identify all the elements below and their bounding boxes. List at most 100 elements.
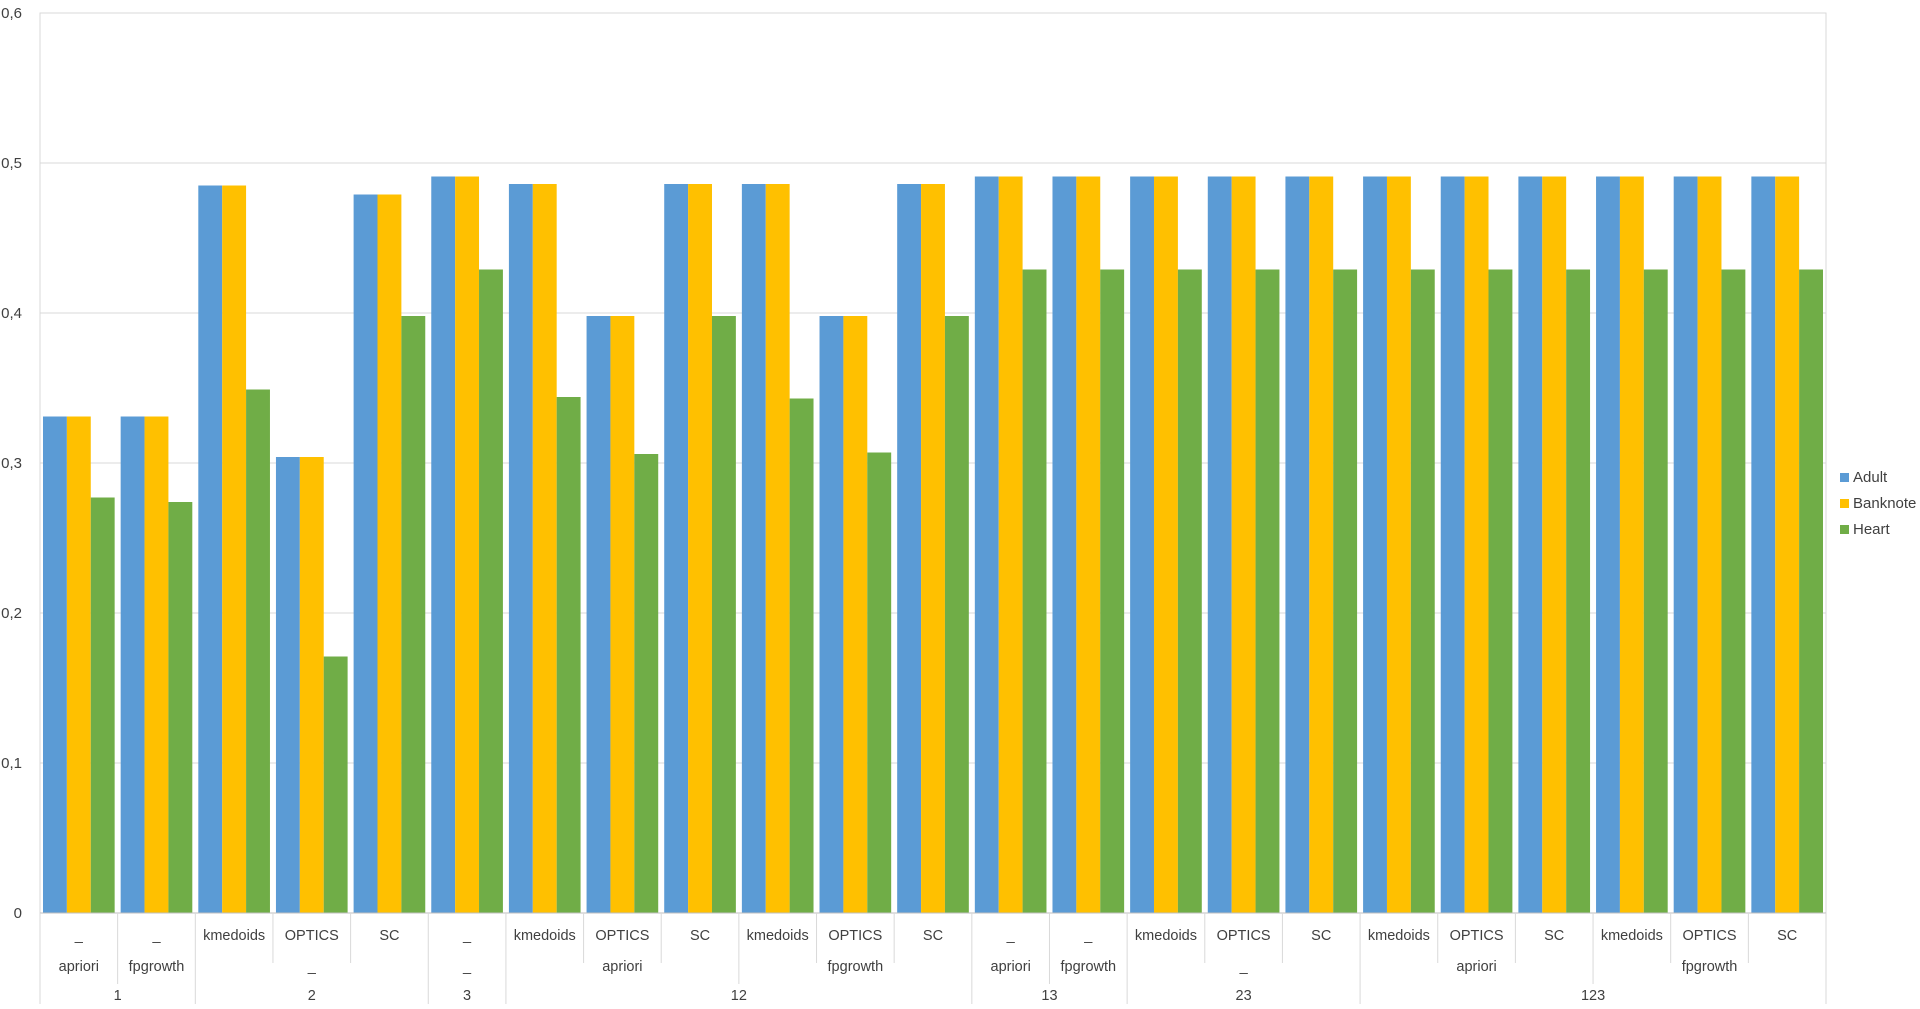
bar-heart (1566, 269, 1591, 913)
y-tick-label: 0 (14, 905, 22, 922)
bar-adult (120, 416, 145, 913)
bar-heart (168, 502, 193, 913)
bar-heart (1100, 269, 1125, 913)
bar-banknote (377, 194, 402, 913)
bar-heart (323, 656, 348, 913)
bar-adult (586, 316, 611, 913)
x-tick-label-level3: 2 (308, 988, 316, 1004)
x-tick-label-level2: _ (307, 959, 317, 975)
x-tick-label-level2: fpgrowth (1682, 959, 1738, 975)
x-tick-label-level1: kmedoids (203, 928, 265, 944)
bar-banknote (1076, 176, 1101, 913)
x-tick-label-level2: fpgrowth (828, 959, 884, 975)
bar-heart (711, 316, 736, 913)
x-tick-label-level1: kmedoids (1135, 928, 1197, 944)
bar-banknote (66, 416, 91, 913)
bar-banknote (1231, 176, 1256, 913)
x-axis: _ _ kmedoids OPTICS SC _ kmedoids OPTICS SC kmedo… (39, 912, 1827, 1004)
bar-heart (1177, 269, 1202, 913)
y-tick-label: 0,4 (1, 305, 22, 322)
y-tick-label: 0,1 (1, 755, 22, 772)
bar-banknote (532, 184, 557, 913)
bar-heart (1488, 269, 1513, 913)
bar-banknote (688, 184, 712, 913)
legend-swatch-adult (1840, 473, 1849, 482)
x-tick-label-level1: kmedoids (514, 928, 576, 944)
x-tick-label-level1: SC (1311, 928, 1331, 944)
legend-label: Banknote (1853, 495, 1916, 512)
bar-heart (1410, 269, 1435, 913)
bar-adult (43, 416, 67, 913)
legend-label: Adult (1853, 469, 1888, 486)
bar-adult (664, 184, 689, 913)
bar-banknote (1619, 176, 1644, 913)
x-tick-label-level1: OPTICS (1683, 928, 1737, 944)
bar-heart (634, 454, 659, 913)
bar-adult (1518, 176, 1543, 913)
bar-banknote (998, 176, 1023, 913)
x-tick-label-level1: SC (690, 928, 710, 944)
bar-adult (819, 316, 844, 913)
bar-adult (974, 176, 999, 913)
x-tick-label-level3: 13 (1041, 988, 1057, 1004)
x-tick-label-level1: OPTICS (1217, 928, 1271, 944)
bar-banknote (299, 457, 324, 913)
bar-heart (90, 497, 115, 913)
bar-banknote (1542, 176, 1567, 913)
bar-adult (1207, 176, 1232, 913)
x-tick-label-level3: 12 (731, 988, 747, 1004)
bar-heart (867, 452, 892, 913)
bar-banknote (1309, 176, 1334, 913)
bar-adult (1596, 176, 1620, 913)
bar-banknote (144, 416, 169, 913)
bar-heart (944, 316, 969, 913)
x-tick-label-level2: apriori (59, 959, 99, 975)
x-tick-label-level1: OPTICS (1450, 928, 1504, 944)
x-tick-label-level1: kmedoids (1368, 928, 1430, 944)
legend-swatch-banknote (1840, 499, 1849, 508)
y-tick-label: 0,6 (1, 5, 22, 22)
bar-adult (198, 185, 223, 913)
bar-adult (1673, 176, 1698, 913)
bars (43, 176, 1823, 913)
bar-adult (353, 194, 378, 913)
bar-heart (246, 389, 270, 913)
bar-banknote (1464, 176, 1489, 913)
bar-heart (1255, 269, 1280, 913)
bar-banknote (921, 184, 945, 913)
x-tick-label-level2: apriori (991, 959, 1031, 975)
x-tick-label-level1: SC (379, 928, 399, 944)
x-tick-label-level2: apriori (602, 959, 642, 975)
bar-heart (1643, 269, 1668, 913)
bar-adult (1440, 176, 1465, 913)
bar-adult (897, 184, 922, 913)
bar-banknote (1697, 176, 1722, 913)
legend: Adult Banknote Heart (1840, 469, 1916, 538)
bar-heart (1333, 269, 1358, 913)
bar-heart (479, 269, 503, 913)
legend-label: Heart (1853, 521, 1891, 538)
bar-adult (1751, 176, 1776, 913)
bar-heart (1799, 269, 1823, 913)
bar-banknote (1154, 176, 1178, 913)
bar-banknote (455, 176, 480, 913)
bar-banknote (222, 185, 247, 913)
x-tick-label-level1: _ (1083, 928, 1093, 944)
x-tick-label-level3: 123 (1581, 988, 1605, 1004)
bar-adult (1363, 176, 1387, 913)
y-axis-ticks: 0 0,1 0,2 0,3 0,4 0,5 0,6 (1, 5, 22, 922)
bar-adult (741, 184, 766, 913)
bar-heart (556, 397, 581, 913)
bar-banknote (843, 316, 868, 913)
y-tick-label: 0,3 (1, 455, 22, 472)
bar-heart (1721, 269, 1746, 913)
bar-adult (1052, 176, 1077, 913)
y-tick-label: 0,5 (1, 155, 22, 172)
bar-adult (431, 176, 456, 913)
x-tick-label-level1: _ (1006, 928, 1016, 944)
bar-banknote (765, 184, 790, 913)
x-tick-label-level2: fpgrowth (129, 959, 185, 975)
x-tick-label-level1: SC (1777, 928, 1797, 944)
